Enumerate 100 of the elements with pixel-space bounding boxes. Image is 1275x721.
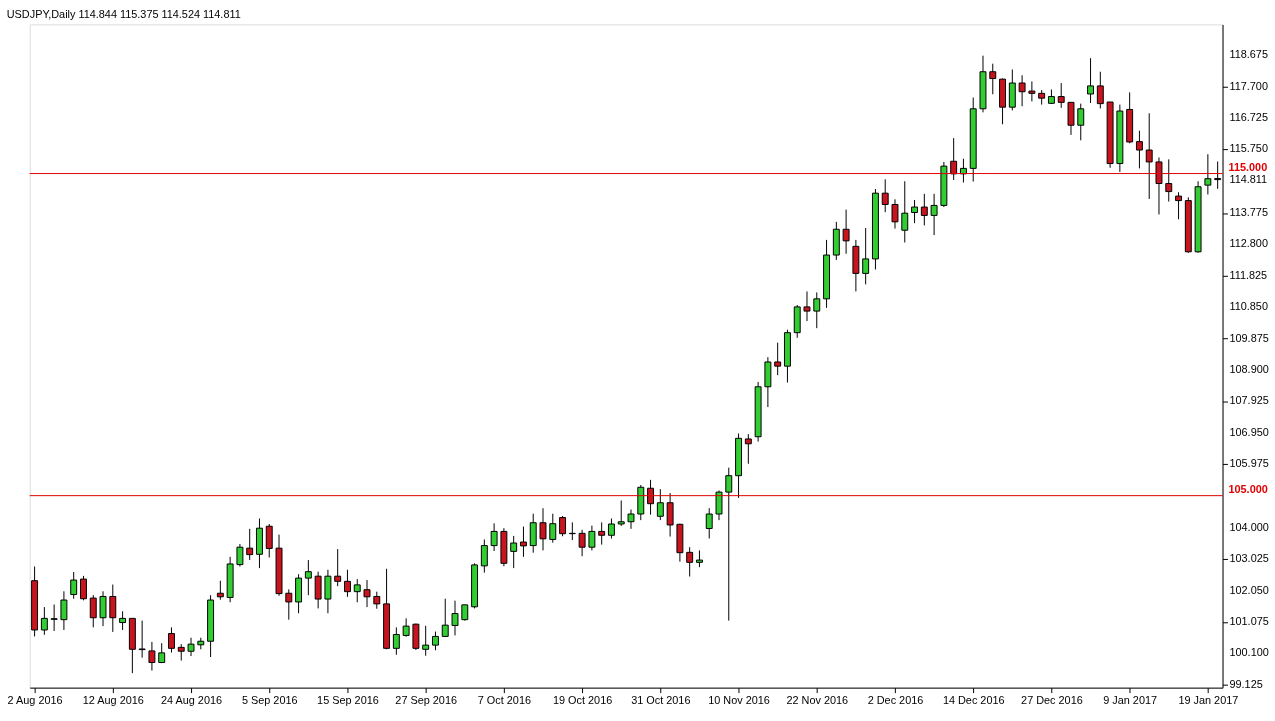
candlestick [1204,153,1212,195]
candlestick [598,521,606,546]
y-tick-label: 115.750 [1229,142,1268,155]
chart-title: USDJPY,Daily 114.844 115.375 114.524 114.811 [6,8,241,21]
candlestick [89,594,97,628]
candlestick [989,63,997,95]
candlestick [774,342,782,376]
candlestick [744,433,752,465]
candlestick [402,617,410,638]
x-tick-label: 12 Aug 2016 [82,693,144,706]
y-tick-label: 107.925 [1229,394,1269,407]
x-tick-label: 2 Aug 2016 [7,693,63,706]
candlestick [686,546,694,577]
candlestick [334,548,342,587]
candlestick [422,625,430,657]
candlestick [529,513,537,554]
candlestick [451,600,459,636]
candlestick [510,535,518,569]
candlestick [617,499,625,527]
candlestick [236,543,244,568]
y-tick-label: 116.725 [1229,110,1268,123]
candlestick [70,571,78,600]
candlestick [1175,191,1183,220]
candlestick [656,488,664,521]
y-tick-label: 106.950 [1229,425,1269,438]
candlestick [265,523,273,558]
candlestick [187,637,195,657]
candlestick [343,569,351,598]
y-tick-label: 113.775 [1229,205,1268,218]
x-tick-label: 19 Jan 2017 [1178,693,1239,706]
candlestick [1087,57,1095,104]
y-tick-label: 109.875 [1229,331,1269,344]
candlestick [519,526,527,558]
candlestick [539,507,547,551]
candlestick [1067,101,1075,136]
candlestick [324,569,332,614]
candlestick [842,209,850,255]
candlestick [304,559,312,596]
candlestick [666,492,674,538]
candlestick [99,590,107,627]
candlestick [1145,112,1153,200]
y-tick-label: 117.700 [1229,79,1268,92]
candlestick [1165,158,1173,203]
candlestick [647,479,655,516]
x-tick-label: 14 Dec 2016 [942,693,1005,706]
candlestick [1135,130,1143,169]
candlestick [480,538,488,574]
ref-line-label: 115.000 [1228,160,1268,173]
ref-line-label: 105.000 [1228,482,1268,495]
candlestick [119,610,127,631]
x-tick-label: 7 Oct 2016 [477,693,531,706]
candlestick [295,573,303,614]
y-tick-label: 103.025 [1229,552,1269,565]
candlestick [1018,74,1026,107]
y-tick-label: 111.825 [1229,268,1268,281]
candlestick [40,606,48,636]
candlestick [627,509,635,530]
candlestick [930,193,938,236]
candlestick [431,631,439,651]
candlestick [138,620,146,659]
candlestick [216,580,224,601]
candlestick [168,626,175,654]
candlestick [392,626,400,656]
candlestick [353,578,361,603]
y-tick-label: 102.050 [1229,583,1269,596]
candlestick [246,528,254,561]
candlestick [920,193,928,226]
candlestick [803,290,811,322]
candlestick [1057,82,1065,109]
candlestick [959,158,967,184]
y-tick-label: 114.811 [1229,172,1268,185]
y-tick-label: 110.850 [1229,300,1268,313]
candlestick [109,584,117,633]
candlestick [862,227,870,285]
y-tick-label: 112.800 [1229,237,1268,250]
x-tick-label: 15 Sep 2016 [317,693,379,706]
candlestick [50,604,58,632]
candlestick [705,507,713,539]
candlestick [441,598,449,638]
candlestick [549,513,557,544]
y-tick-label: 99.125 [1229,677,1263,690]
x-tick-label: 24 Aug 2016 [160,693,223,706]
x-tick-label: 9 Jan 2017 [1103,693,1158,706]
candlestick [881,178,889,213]
candlestick [950,137,958,181]
x-tick-label: 10 Nov 2016 [708,693,770,706]
x-tick-label: 22 Nov 2016 [786,693,849,706]
candlestick [911,199,919,224]
candlestick [363,579,371,608]
candlestick [80,575,87,601]
candlestick [578,529,586,557]
candlestick [285,588,293,621]
candlestick [490,522,498,552]
candlestick [725,467,733,622]
candlestick [588,525,596,551]
y-tick-label: 104.000 [1229,520,1269,533]
candlestick [60,590,68,631]
y-tick-label: 105.975 [1229,457,1269,470]
candlestick [559,515,567,537]
candlestick [1028,80,1036,102]
